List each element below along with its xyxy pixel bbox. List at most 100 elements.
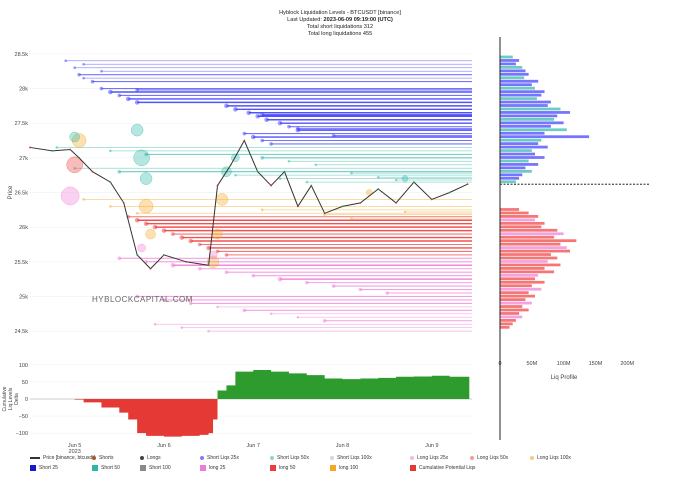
legend-item[interactable]: Shorts bbox=[92, 455, 113, 461]
profile-bar bbox=[500, 301, 532, 305]
legend-item[interactable]: Cumulative Potential Liqs bbox=[410, 465, 475, 471]
total-short-liquidations: Total short liquidations 312 bbox=[306, 24, 374, 30]
long-liq-level-marker bbox=[305, 280, 309, 285]
legend-swatch bbox=[92, 465, 98, 471]
date-tick-label: Jun 8 bbox=[336, 443, 349, 449]
liq-bubble bbox=[212, 228, 223, 240]
profile-bar bbox=[500, 111, 570, 114]
short-liq-level-marker bbox=[144, 152, 148, 157]
profile-bar bbox=[500, 325, 510, 329]
short-liq-level-marker bbox=[73, 166, 76, 170]
profile-bar bbox=[500, 180, 516, 184]
profile-bar bbox=[500, 131, 545, 135]
short-liq-level-marker bbox=[117, 169, 122, 174]
liq-bubble bbox=[71, 133, 87, 148]
liq-bubble bbox=[60, 186, 80, 206]
legend-swatch bbox=[200, 456, 204, 460]
profile-bar bbox=[500, 59, 520, 62]
long-liq-level-marker bbox=[358, 287, 363, 292]
legend-item[interactable]: long 100 bbox=[330, 465, 358, 471]
profile-bar bbox=[500, 291, 529, 295]
short-liq-level-marker bbox=[234, 173, 237, 177]
long-liq-level-marker bbox=[323, 213, 326, 216]
legend-item[interactable]: Short Liqs 100x bbox=[330, 455, 372, 461]
legend-item[interactable]: Longs bbox=[140, 455, 161, 461]
profile-bar bbox=[500, 294, 535, 298]
short-liq-level-marker bbox=[246, 110, 252, 116]
long-liq-level-marker bbox=[170, 262, 176, 268]
liq-bubble bbox=[139, 172, 153, 185]
legend-item[interactable]: Long Liqs 25x bbox=[410, 455, 448, 461]
legend-label: Long Liqs 100x bbox=[537, 455, 571, 461]
chart-title: Hyblock Liquidation Levels - BTCUSDT [bi… bbox=[279, 10, 401, 16]
delta-axis-label: Delta bbox=[14, 393, 20, 405]
price-point bbox=[51, 150, 54, 152]
price-tick-label: 24.5k bbox=[15, 329, 29, 335]
legend-swatch bbox=[330, 456, 334, 460]
long-liq-level-marker bbox=[188, 238, 194, 244]
delta-tick-label: 50 bbox=[22, 380, 28, 386]
legend-label: long 50 bbox=[279, 465, 296, 471]
liq-profile-chart: 050M100M150M200MLiq Profile bbox=[498, 55, 650, 381]
profile-bar bbox=[500, 322, 513, 326]
profile-bar bbox=[500, 72, 529, 76]
short-liq-level-marker bbox=[90, 79, 95, 84]
short-liq-level-marker bbox=[82, 62, 85, 66]
liquidation-level-lines bbox=[55, 59, 472, 333]
liq-bubble bbox=[145, 228, 156, 240]
legend-label: Short 100 bbox=[149, 465, 171, 471]
legend-item[interactable]: long 25 bbox=[200, 465, 225, 471]
legend-swatch bbox=[92, 456, 96, 460]
long-liq-level-marker bbox=[215, 249, 220, 254]
price-series-line bbox=[29, 139, 468, 270]
profile-bar bbox=[500, 121, 564, 125]
profile-bar bbox=[500, 86, 535, 90]
profile-bar bbox=[500, 319, 516, 322]
legend-item[interactable]: Short Liqs 25x bbox=[200, 455, 239, 461]
profile-bar bbox=[500, 280, 545, 284]
profile-bar bbox=[500, 218, 535, 222]
legend-item[interactable]: Short 25 bbox=[30, 465, 58, 471]
legend-item[interactable]: Price [binance, btcusdt] bbox=[30, 455, 95, 461]
legend-label: long 25 bbox=[209, 465, 226, 471]
legend-label: Long Liqs 25x bbox=[417, 455, 449, 461]
price-tick-label: 26.5k bbox=[15, 191, 29, 197]
price-point bbox=[243, 139, 246, 142]
profile-bar bbox=[500, 124, 551, 128]
delta-axis-label: Cumulative bbox=[2, 386, 8, 411]
short-liq-level-marker bbox=[287, 160, 291, 163]
profile-bar bbox=[500, 253, 551, 256]
short-liq-level-marker bbox=[260, 138, 264, 143]
price-point bbox=[395, 201, 398, 204]
profile-bar bbox=[500, 235, 555, 239]
profile-bar bbox=[500, 298, 526, 301]
price-point bbox=[122, 201, 125, 204]
short-liq-level-marker bbox=[314, 163, 318, 167]
liq-bubble bbox=[133, 149, 150, 167]
price-tick-label: 28.5k bbox=[15, 52, 29, 58]
legend-item[interactable]: long 50 bbox=[270, 465, 295, 471]
profile-bar bbox=[500, 260, 548, 263]
legend-item[interactable]: Short Liqs 50x bbox=[270, 455, 309, 461]
liq-bubble bbox=[215, 193, 229, 206]
legend-label: Longs bbox=[147, 455, 161, 461]
legend-item[interactable]: Long Liqs 50x bbox=[470, 455, 508, 461]
profile-bar bbox=[500, 215, 539, 218]
long-liq-level-marker bbox=[216, 305, 219, 309]
profile-bar bbox=[500, 142, 539, 146]
date-tick-label: 2023 bbox=[69, 449, 81, 455]
short-liq-level-marker bbox=[350, 171, 353, 175]
long-liq-level-marker bbox=[224, 253, 229, 257]
price-tick-label: 25k bbox=[19, 294, 28, 300]
profile-bar bbox=[500, 232, 564, 236]
legend-item[interactable]: Long Liqs 100x bbox=[530, 455, 571, 461]
long-liq-level-marker bbox=[224, 270, 229, 275]
legend-label: Cumulative Potential Liqs bbox=[419, 465, 476, 471]
price-point bbox=[230, 163, 232, 166]
legend-item[interactable]: Short 100 bbox=[140, 465, 171, 471]
long-liq-level-marker bbox=[403, 210, 407, 214]
legend-item[interactable]: Short 50 bbox=[92, 465, 120, 471]
price-point bbox=[359, 201, 362, 204]
long-liq-level-marker bbox=[197, 242, 202, 247]
price-tick-label: 25.5k bbox=[15, 260, 29, 266]
